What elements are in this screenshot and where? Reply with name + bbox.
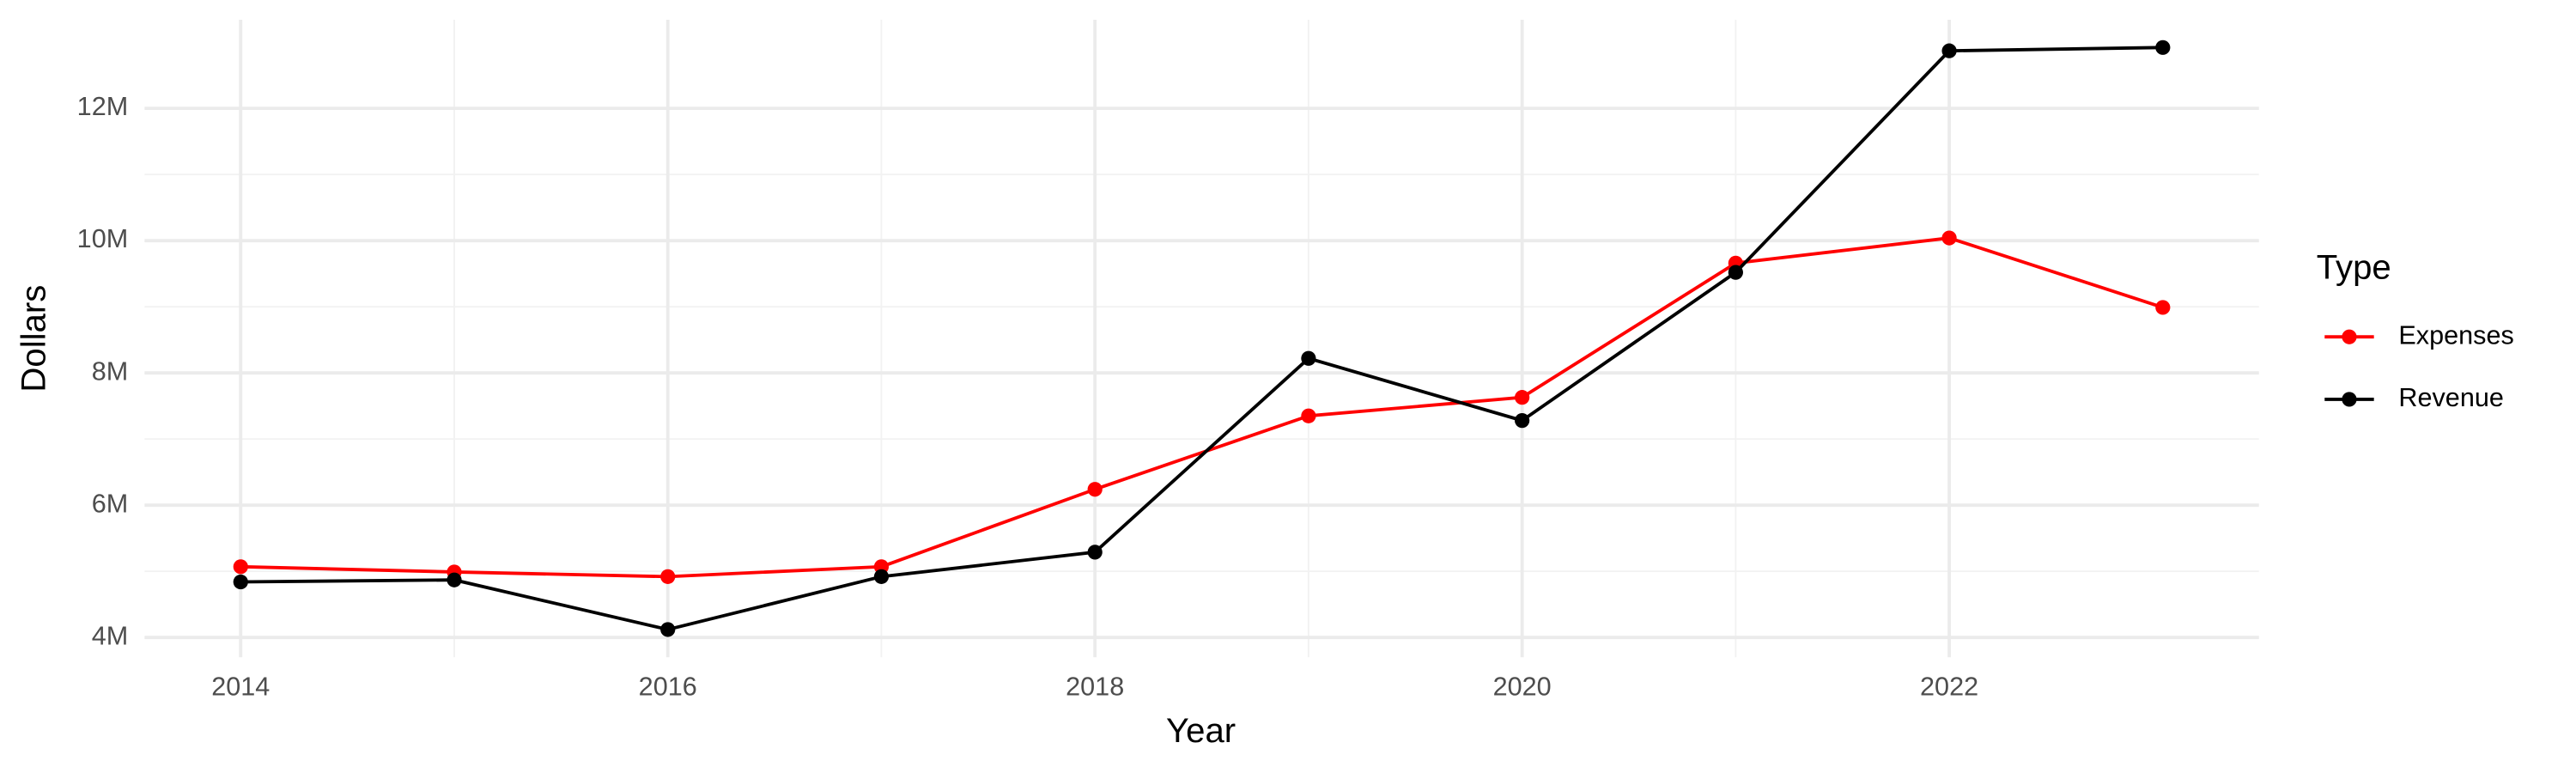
x-tick-label: 2018 <box>1066 673 1124 702</box>
y-tick-label: 12M <box>77 92 129 121</box>
series-line <box>240 236 2164 579</box>
grid <box>144 19 2259 658</box>
y-tick-label: 6M <box>92 489 129 518</box>
legend-key-point <box>2342 329 2357 344</box>
data-point <box>1087 545 1103 560</box>
x-tick-label: 2014 <box>211 673 270 702</box>
plot-area <box>233 40 2171 637</box>
y-tick-label: 10M <box>77 224 129 253</box>
data-point <box>1515 390 1530 405</box>
y-axis-title: Dollars <box>15 285 53 393</box>
data-point <box>1941 43 1957 58</box>
data-point <box>1301 350 1316 366</box>
data-point <box>2155 300 2171 315</box>
data-point <box>1515 413 1530 429</box>
data-point <box>1728 265 1743 280</box>
series-line <box>240 46 2163 631</box>
data-point <box>1301 408 1316 423</box>
legend-label: Expenses <box>2398 320 2513 350</box>
legend-title: Type <box>2317 247 2391 286</box>
x-axis-title: Year <box>1166 711 1236 750</box>
y-tick-label: 8M <box>92 356 129 386</box>
data-point <box>873 569 890 584</box>
data-point <box>2155 40 2171 55</box>
x-tick-label: 2022 <box>1920 673 1978 702</box>
data-point <box>660 569 676 584</box>
data-point <box>233 559 248 575</box>
legend-key-point <box>2342 392 2357 407</box>
data-point <box>447 572 462 587</box>
data-point <box>1941 230 1957 246</box>
data-point <box>1087 482 1103 497</box>
x-tick-label: 2016 <box>639 673 697 702</box>
x-tick-label: 2020 <box>1493 673 1552 702</box>
data-point <box>660 622 676 637</box>
data-point <box>233 574 248 590</box>
y-tick-label: 4M <box>92 621 129 650</box>
legend-label: Revenue <box>2398 383 2504 412</box>
